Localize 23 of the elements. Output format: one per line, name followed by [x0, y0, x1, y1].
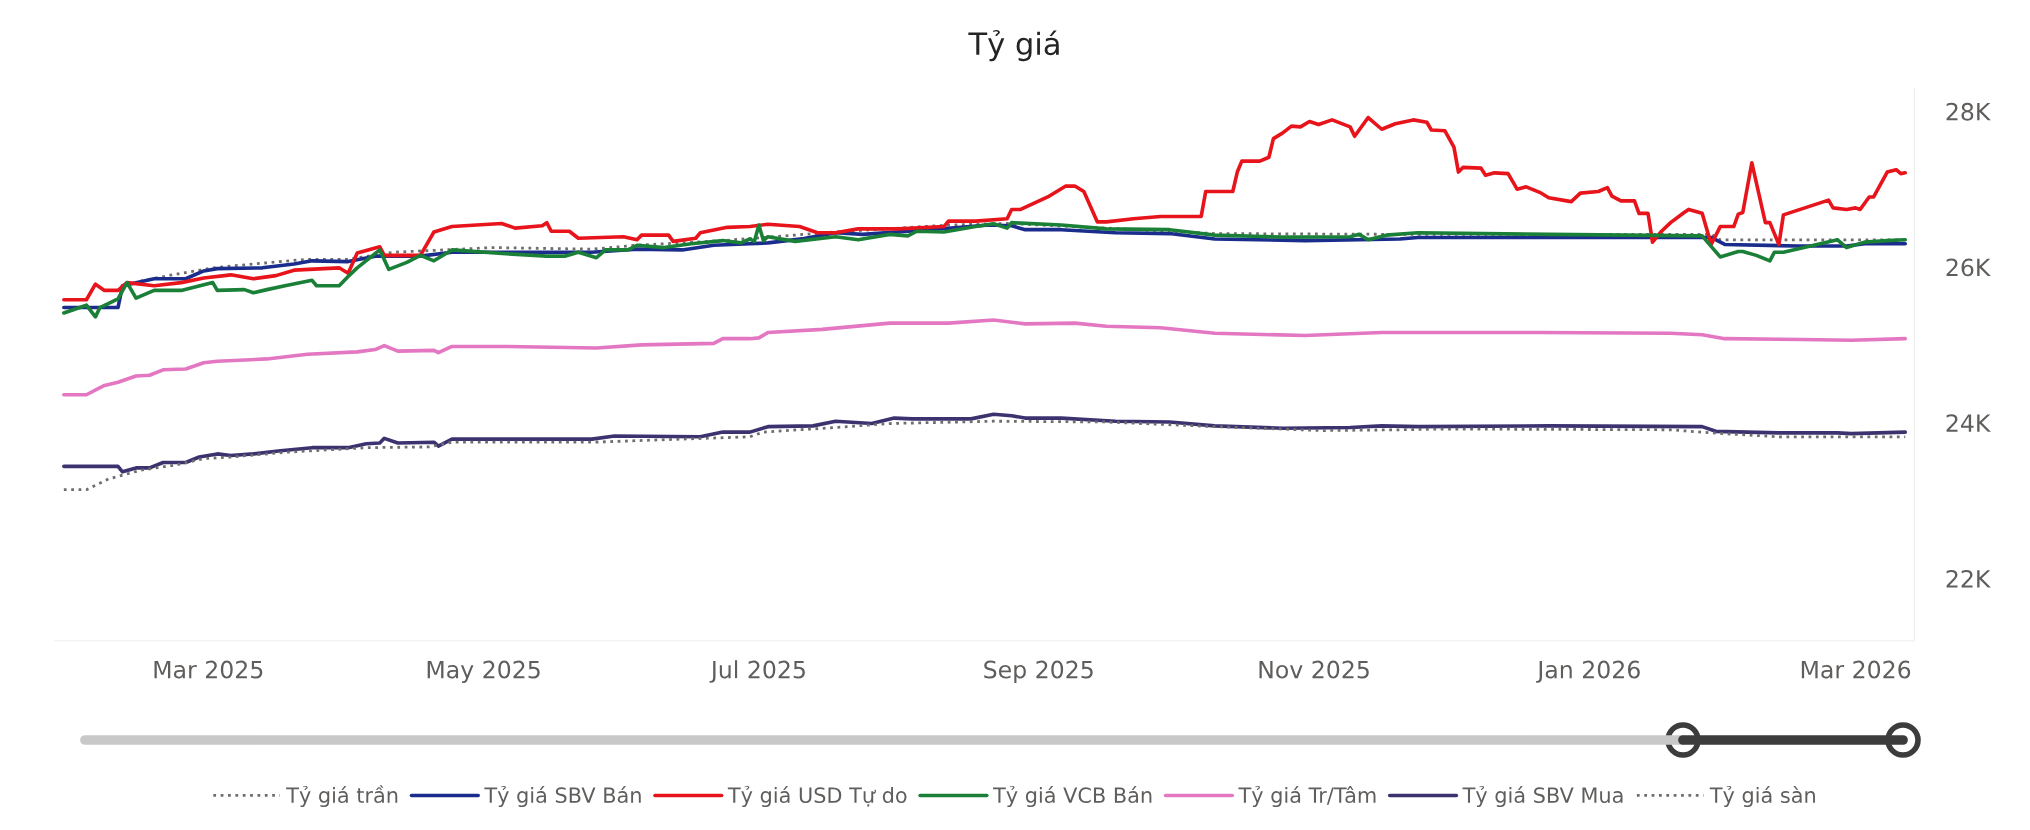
x-tick-label: Mar 2025: [154, 660, 263, 679]
x-tick-label: Sep 2025: [984, 660, 1093, 684]
line-series: [62, 318, 1908, 397]
line-series: [62, 419, 1907, 492]
line-series: [62, 412, 1908, 474]
legend-label: Tỷ giá VCB Bán: [993, 785, 1152, 808]
chart-title: Tỷ giá: [968, 30, 1059, 62]
legend-label: Tỷ giá USD Tự do: [727, 785, 907, 808]
x-tick-label: Nov 2025: [1259, 660, 1369, 679]
y-tick-label: 22K: [1946, 569, 1991, 588]
legend-label: Tỷ giá SBV Mua: [1462, 785, 1623, 808]
x-tick-label: Mar 2026: [1801, 660, 1911, 679]
legend-label: Tỷ giá sàn: [1709, 785, 1815, 808]
y-tick-label: 26K: [1946, 258, 1991, 277]
y-tick-label: 24K: [1946, 414, 1991, 432]
line-series: [62, 115, 1908, 302]
legend-label: Tỷ giá SBV Bán: [484, 785, 641, 808]
x-tick-label: Jan 2026: [1536, 660, 1640, 683]
legend-label: Tỷ giá trần: [286, 785, 398, 808]
x-tick-label: May 2025: [427, 660, 540, 684]
y-tick-label: 28K: [1946, 102, 1991, 121]
x-tick-label: Jul 2025: [709, 660, 805, 683]
legend-label: Tỷ giá Tr/Tâm: [1238, 785, 1376, 808]
